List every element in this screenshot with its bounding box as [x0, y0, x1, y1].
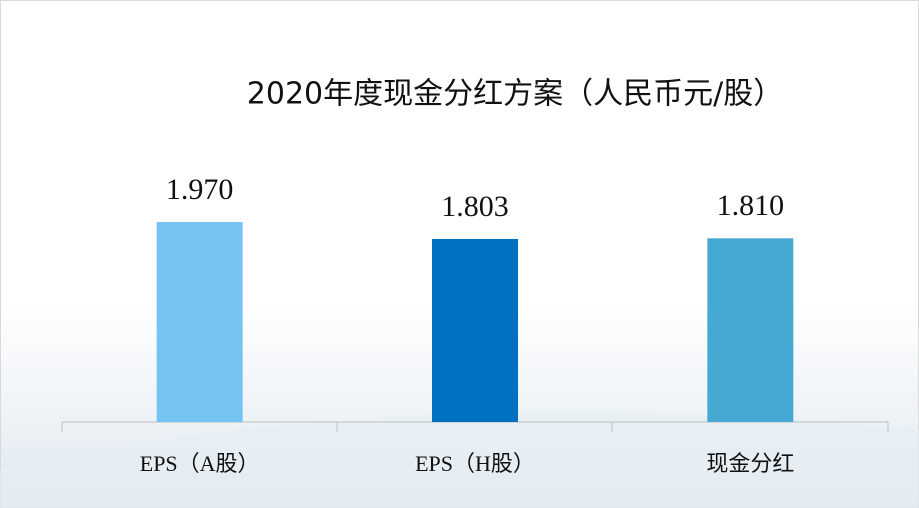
bar [432, 238, 518, 422]
x-tick-label: EPS（H股） [415, 451, 535, 476]
x-tick-label: 现金分红 [706, 451, 794, 476]
decoration [0, 412, 919, 508]
value-label: 1.970 [166, 173, 234, 206]
bar [156, 222, 243, 422]
value-label: 1.803 [441, 190, 509, 223]
x-tick-label: EPS（A股） [140, 451, 260, 476]
chart-title: 2020年度现金分红方案（人民币元/股） [247, 77, 783, 112]
bar [707, 238, 794, 422]
value-label: 1.810 [717, 189, 785, 222]
